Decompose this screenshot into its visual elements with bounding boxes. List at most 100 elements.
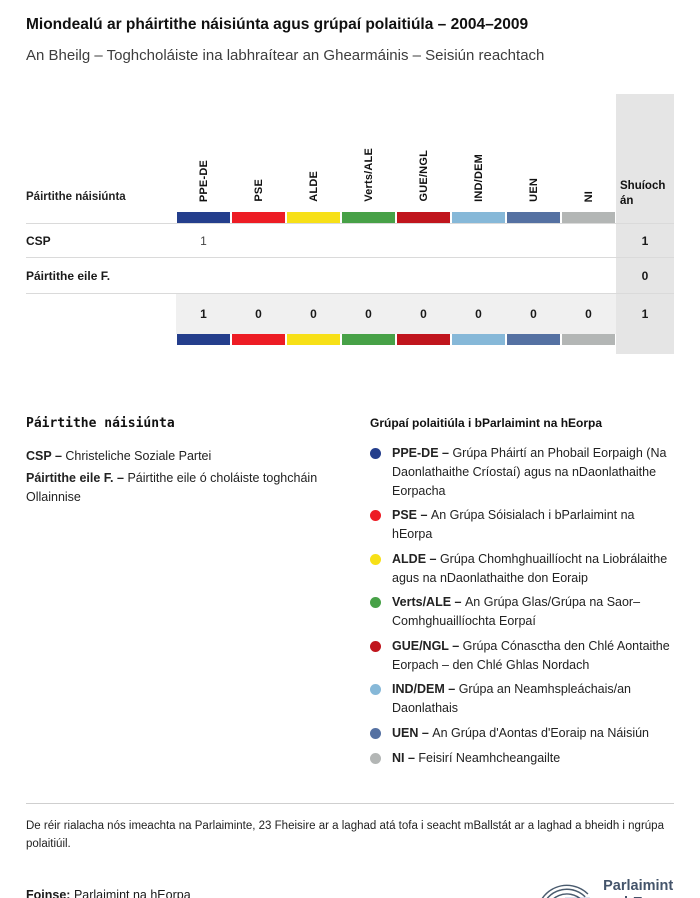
party-group-seats bbox=[176, 258, 231, 294]
column-header-label: UEN bbox=[527, 178, 540, 202]
bar-row-spacer bbox=[26, 334, 176, 346]
group-color-bar-cell bbox=[561, 334, 616, 346]
legend-item-text: Verts/ALE – An Grúpa Glas/Grúpa na Saor–… bbox=[392, 595, 641, 628]
column-header-uen: UEN bbox=[506, 94, 561, 212]
legend-item-text: PPE-DE – Grúpa Pháirtí an Phobail Eorpai… bbox=[392, 446, 667, 498]
group-color-bar-cell bbox=[286, 212, 341, 224]
legend-item: IND/DEM – Grúpa an Neamhspleáchais/an Da… bbox=[370, 680, 674, 718]
legend-item-text: IND/DEM – Grúpa an Neamhspleáchais/an Da… bbox=[392, 682, 632, 715]
legend-item-abbr: GUE/NGL – bbox=[392, 638, 463, 653]
legend-item: Verts/ALE – An Grúpa Glas/Grúpa na Saor–… bbox=[370, 593, 674, 631]
legend-item: GUE/NGL – Grúpa Cónasctha den Chlé Aonta… bbox=[370, 637, 674, 675]
legend-item-abbr: Páirtithe eile F. – bbox=[26, 470, 128, 485]
group-color-bar-ind/dem bbox=[452, 334, 505, 345]
column-header-label: NI bbox=[582, 190, 595, 202]
legend-item: Páirtithe eile F. – Páirtithe eile ó cho… bbox=[26, 470, 318, 504]
group-color-bar-cell bbox=[341, 212, 396, 224]
group-total-seats: 0 bbox=[506, 294, 561, 334]
national-parties-legend: Páirtithe náisiúnta CSP – Christeliche S… bbox=[26, 416, 370, 773]
group-total-seats: 0 bbox=[396, 294, 451, 334]
column-header-label: Verts/ALE bbox=[362, 148, 375, 202]
group-color-bar-cell bbox=[176, 334, 231, 346]
group-color-bar-ppe-de bbox=[177, 212, 230, 223]
ep-logo-text: Parlaimint na hEorpa bbox=[603, 878, 674, 898]
legend-item-abbr: UEN – bbox=[392, 725, 433, 740]
group-color-bar-cell bbox=[506, 212, 561, 224]
legend-item-text: GUE/NGL – Grúpa Cónasctha den Chlé Aonta… bbox=[392, 638, 670, 672]
group-color-bar-cell bbox=[286, 334, 341, 346]
source-line: Foinse: Parlaimint na hEorpa bbox=[26, 888, 191, 898]
column-header-label: PSE bbox=[252, 179, 265, 202]
column-header-label: GUE/NGL bbox=[417, 150, 430, 202]
legend-item: ALDE – Grúpa Chomhghuaillíocht na Liobrá… bbox=[370, 550, 674, 588]
legend-item-text: PSE – An Grúpa Sóisialach i bParlaimint … bbox=[392, 508, 635, 541]
ep-logo-line2: na hEorpa bbox=[603, 895, 674, 898]
seats-col-spacer bbox=[616, 212, 674, 224]
source-label: Foinse: bbox=[26, 887, 71, 898]
party-group-seats bbox=[561, 224, 616, 258]
column-header-ni: NI bbox=[561, 94, 616, 212]
group-total-seats: 0 bbox=[286, 294, 341, 334]
bar-row-spacer bbox=[26, 212, 176, 224]
group-color-bar-verts/ale bbox=[342, 212, 395, 223]
group-color-bar-ppe-de bbox=[177, 334, 230, 345]
rules-note: De réir rialacha nós imeachta na Parlaim… bbox=[26, 820, 664, 850]
tail-spacer bbox=[396, 346, 451, 354]
party-group-seats bbox=[451, 258, 506, 294]
group-color-bar-cell bbox=[506, 334, 561, 346]
ep-hemicycle-icon bbox=[541, 884, 590, 898]
grand-total-seats: 1 bbox=[616, 294, 674, 334]
party-group-seats bbox=[231, 258, 286, 294]
group-color-bar-cell bbox=[396, 212, 451, 224]
group-color-dot bbox=[370, 640, 381, 652]
column-header-verts/ale: Verts/ALE bbox=[341, 94, 396, 212]
legend-left-items: CSP – Christeliche Soziale Partei Páirtit… bbox=[26, 447, 332, 506]
party-group-seats: 1 bbox=[176, 224, 231, 258]
group-total-seats: 0 bbox=[451, 294, 506, 334]
group-color-bar-cell bbox=[341, 334, 396, 346]
legend-item-abbr: CSP – bbox=[26, 449, 66, 463]
party-group-seats bbox=[341, 224, 396, 258]
national-parties-legend-title: Páirtithe náisiúnta bbox=[26, 416, 175, 431]
legend-item: NI – Feisirí Neamhcheangailte bbox=[370, 749, 674, 768]
party-group-seats bbox=[286, 258, 341, 294]
group-color-dot bbox=[370, 510, 381, 522]
tail-spacer bbox=[231, 346, 286, 354]
legend-right-items: PPE-DE – Grúpa Pháirtí an Phobail Eorpai… bbox=[370, 444, 674, 767]
totals-row-label bbox=[26, 294, 176, 334]
column-header-label: ALDE bbox=[307, 171, 320, 202]
legend-item-abbr: NI – bbox=[392, 750, 419, 765]
group-color-bar-alde bbox=[287, 334, 340, 345]
ep-logo-line1: Parlaimint bbox=[603, 878, 674, 895]
column-header-ppe-de: PPE-DE bbox=[176, 94, 231, 212]
group-color-dot bbox=[370, 597, 381, 609]
tail-spacer bbox=[561, 346, 616, 354]
party-total-seats: 0 bbox=[616, 258, 674, 294]
group-color-dot bbox=[370, 684, 381, 696]
group-color-bar-cell bbox=[231, 334, 286, 346]
group-color-bar-cell bbox=[176, 212, 231, 224]
page-title: Miondealú ar pháirtithe náisiúnta agus g… bbox=[26, 16, 529, 33]
column-header-label: PPE-DE bbox=[197, 159, 210, 202]
group-color-bar-cell bbox=[451, 334, 506, 346]
legend-item-abbr: ALDE – bbox=[392, 551, 440, 566]
party-group-seats bbox=[341, 258, 396, 294]
party-group-seats bbox=[561, 258, 616, 294]
row-header-label: Páirtithe náisiúnta bbox=[26, 190, 126, 203]
group-total-seats: 0 bbox=[341, 294, 396, 334]
group-color-bar-ind/dem bbox=[452, 212, 505, 223]
tail-spacer bbox=[176, 346, 231, 354]
party-group-seats bbox=[451, 224, 506, 258]
group-total-seats: 0 bbox=[231, 294, 286, 334]
group-color-bar-uen bbox=[507, 334, 560, 345]
column-header-alde: ALDE bbox=[286, 94, 341, 212]
group-color-bar-gue/ngl bbox=[397, 334, 450, 345]
party-group-seats bbox=[286, 224, 341, 258]
seats-col-spacer bbox=[616, 334, 674, 346]
tail-spacer bbox=[506, 346, 561, 354]
group-color-bar-alde bbox=[287, 212, 340, 223]
legend-item-abbr: IND/DEM – bbox=[392, 682, 459, 697]
column-header-pse: PSE bbox=[231, 94, 286, 212]
group-color-bar-gue/ngl bbox=[397, 212, 450, 223]
